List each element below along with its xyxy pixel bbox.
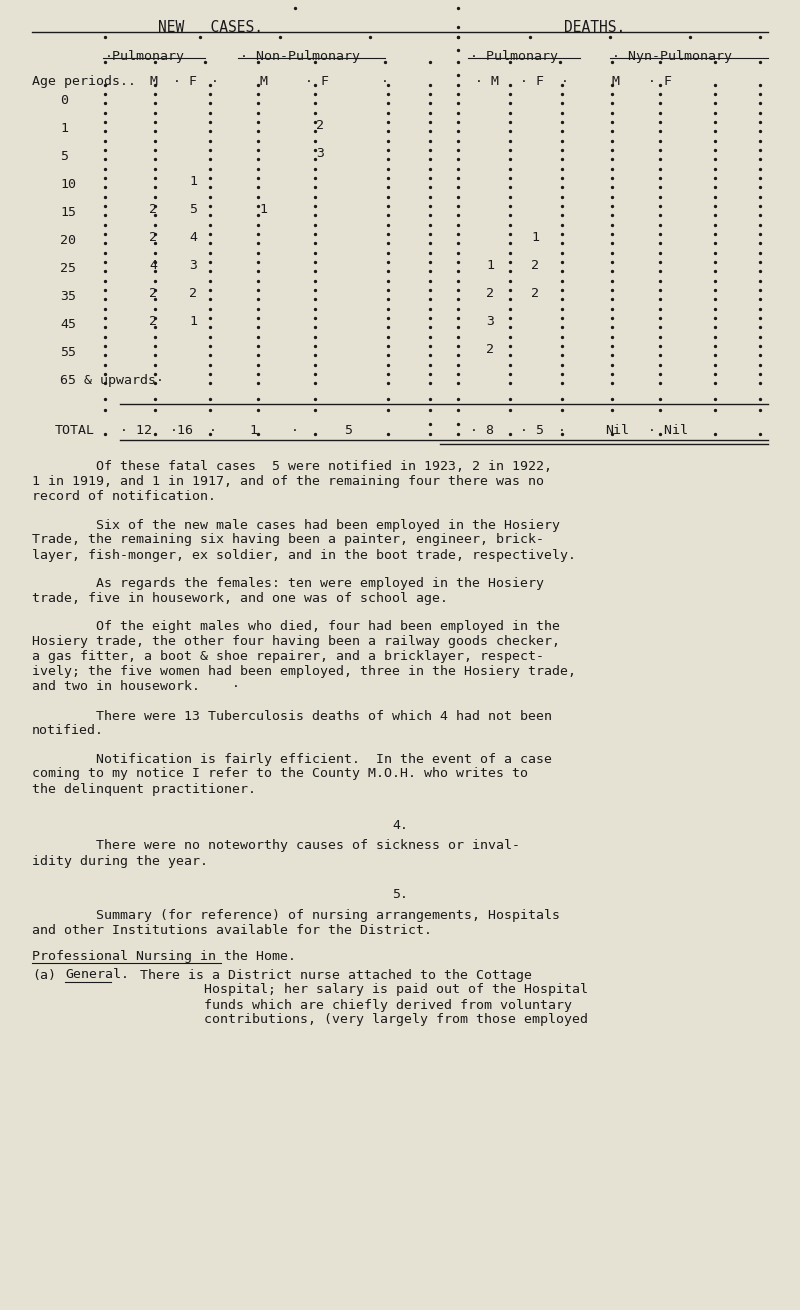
Text: 55: 55: [60, 346, 76, 359]
Text: Nil: Nil: [605, 424, 629, 438]
Text: 45: 45: [60, 318, 76, 331]
Text: 2: 2: [149, 231, 157, 244]
Text: 1: 1: [249, 424, 257, 438]
Text: 1: 1: [60, 122, 68, 135]
Text: Notification is fairly efficient.  In the event of a case
coming to my notice I : Notification is fairly efficient. In the…: [32, 752, 552, 795]
Text: There were 13 Tuberculosis deaths of which 4 had not been
notified.: There were 13 Tuberculosis deaths of whi…: [32, 710, 552, 738]
Text: 2: 2: [316, 119, 324, 132]
Text: 5: 5: [189, 203, 197, 216]
Text: There were no noteworthy causes of sickness or inval-
idity during the year.: There were no noteworthy causes of sickn…: [32, 840, 520, 867]
Text: · F: · F: [305, 75, 329, 88]
Text: 3: 3: [189, 259, 197, 272]
Text: 25: 25: [60, 262, 76, 275]
Text: Of these fatal cases  5 were notified in 1923, 2 in 1922,
1 in 1919, and 1 in 19: Of these fatal cases 5 were notified in …: [32, 460, 552, 503]
Text: 35: 35: [60, 290, 76, 303]
Text: TOTAL: TOTAL: [55, 424, 95, 438]
Text: 65 & upwards·: 65 & upwards·: [60, 373, 164, 386]
Text: · Nуn-Pulmonary: · Nуn-Pulmonary: [612, 50, 732, 63]
Text: 1: 1: [531, 231, 539, 244]
Text: 2: 2: [149, 287, 157, 300]
Text: ·: ·: [558, 424, 566, 438]
Text: 1: 1: [189, 314, 197, 328]
Text: ·: ·: [209, 424, 217, 438]
Text: NEW   CASES.: NEW CASES.: [158, 20, 262, 35]
Text: Six of the new male cases had been employed in the Hosiery
Trade, the remaining : Six of the new male cases had been emplo…: [32, 519, 576, 562]
Text: Professional Nursing in the Home.: Professional Nursing in the Home.: [32, 950, 296, 963]
Text: 5: 5: [60, 151, 68, 162]
Text: 2: 2: [149, 314, 157, 328]
Text: 4.: 4.: [392, 819, 408, 832]
Text: · M: · M: [475, 75, 499, 88]
Text: · F: · F: [520, 75, 544, 88]
Text: ·: ·: [291, 424, 299, 438]
Text: M: M: [611, 75, 619, 88]
Text: 0: 0: [60, 94, 68, 107]
Text: · 5: · 5: [520, 424, 544, 438]
Text: · Pulmonary: · Pulmonary: [470, 50, 558, 63]
Text: 10: 10: [60, 178, 76, 191]
Text: 2: 2: [486, 343, 494, 356]
Text: 5.: 5.: [392, 888, 408, 901]
Text: ·: ·: [561, 75, 569, 88]
Text: · 12: · 12: [120, 424, 152, 438]
Text: · F: · F: [173, 75, 197, 88]
Text: M: M: [259, 75, 267, 88]
Text: · 8: · 8: [470, 424, 494, 438]
Text: 2: 2: [189, 287, 197, 300]
Text: M: M: [149, 75, 157, 88]
Text: 1: 1: [189, 176, 197, 189]
Text: ·: ·: [381, 75, 389, 88]
Text: 15: 15: [60, 206, 76, 219]
Text: 4: 4: [149, 259, 157, 272]
Text: As regards the females: ten were employed in the Hosiery
trade, five in housewor: As regards the females: ten were employe…: [32, 576, 544, 605]
Text: 4: 4: [189, 231, 197, 244]
Text: 2: 2: [531, 259, 539, 272]
Text: · Non-Pulmonary: · Non-Pulmonary: [240, 50, 360, 63]
Text: 1: 1: [259, 203, 267, 216]
Text: 2: 2: [486, 287, 494, 300]
Text: ·16: ·16: [170, 424, 194, 438]
Text: 1: 1: [486, 259, 494, 272]
Text: DEATHS.: DEATHS.: [564, 20, 626, 35]
Text: Summary (for reference) of nursing arrangements, Hospitals
and other Institution: Summary (for reference) of nursing arran…: [32, 909, 560, 937]
Text: 5: 5: [344, 424, 352, 438]
Text: 2: 2: [149, 203, 157, 216]
Text: 2: 2: [531, 287, 539, 300]
Text: 3: 3: [486, 314, 494, 328]
Text: General.: General.: [65, 968, 129, 981]
Text: · Nil: · Nil: [648, 424, 688, 438]
Text: · F: · F: [648, 75, 672, 88]
Text: 3: 3: [316, 147, 324, 160]
Text: 20: 20: [60, 234, 76, 248]
Text: ·: ·: [211, 75, 219, 88]
Text: There is a District nurse attached to the Cottage
        Hospital; her salary i: There is a District nurse attached to th…: [140, 968, 588, 1027]
Text: Age periods..: Age periods..: [32, 75, 136, 88]
Text: (a): (a): [32, 968, 56, 981]
Text: ·Pulmonary: ·Pulmonary: [105, 50, 185, 63]
Text: Of the eight males who died, four had been employed in the
Hosiery trade, the ot: Of the eight males who died, four had be…: [32, 620, 576, 693]
